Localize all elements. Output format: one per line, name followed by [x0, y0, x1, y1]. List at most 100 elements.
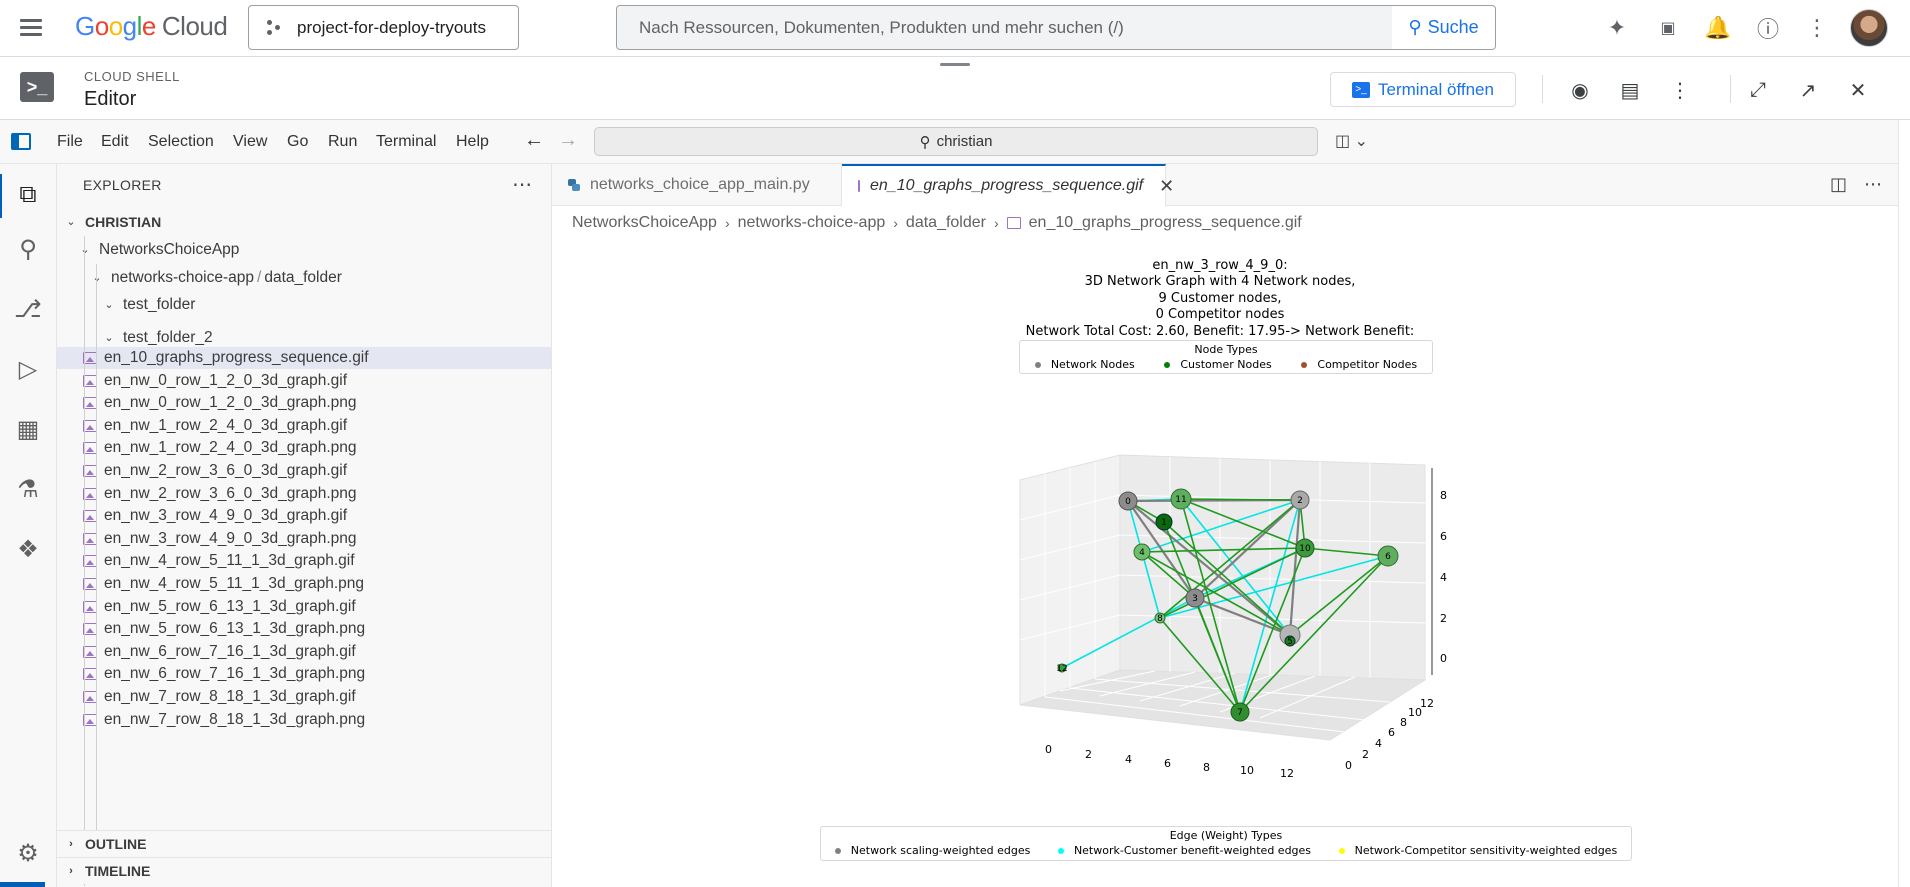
menu-help[interactable]: Help — [456, 133, 489, 150]
settings-gear-icon[interactable]: ⚙ — [17, 839, 39, 867]
node-label: 4 — [1139, 548, 1145, 558]
file-item[interactable]: en_nw_3_row_4_9_0_3d_graph.gif — [57, 505, 551, 527]
legend-title: Edge (Weight) Types — [1169, 829, 1283, 842]
file-item[interactable]: en_nw_2_row_3_6_0_3d_graph.png — [57, 483, 551, 505]
back-arrow-icon[interactable]: ← — [524, 129, 544, 151]
file-label: en_nw_4_row_5_11_1_3d_graph.png — [104, 575, 364, 592]
menu-file[interactable]: File — [57, 133, 83, 150]
copilot-menu-icon[interactable]: ◫ ⌄ — [1335, 133, 1368, 150]
testing-icon[interactable]: ⚗ — [17, 475, 39, 503]
legend-label: Competitor Nodes — [1317, 358, 1418, 371]
chevron-down-icon: ⌄ — [104, 299, 114, 311]
file-item[interactable]: en_nw_7_row_8_18_1_3d_graph.gif — [57, 686, 551, 708]
node-label: 0 — [1125, 497, 1131, 507]
forward-arrow-icon[interactable]: → — [558, 129, 578, 151]
run-debug-icon[interactable]: ▷ — [18, 355, 38, 383]
scrollbar[interactable] — [1898, 120, 1910, 887]
help-icon[interactable]: ⓘ — [1756, 17, 1779, 42]
open-terminal-button[interactable]: >_ Terminal öffnen — [1330, 72, 1516, 107]
chevron-right-icon: › — [69, 865, 73, 877]
layout-icon[interactable]: ▤ — [1620, 79, 1640, 102]
command-center-search[interactable]: ⚲ christian — [594, 127, 1318, 156]
more-options-icon[interactable]: ⋮ — [1670, 79, 1690, 102]
menu-view[interactable]: View — [233, 133, 268, 150]
file-item[interactable]: en_nw_7_row_8_18_1_3d_graph.png — [57, 709, 551, 731]
project-selector[interactable]: project-for-deploy-tryouts — [248, 5, 519, 50]
menu-edit[interactable]: Edit — [101, 133, 129, 150]
file-item[interactable]: en_nw_2_row_3_6_0_3d_graph.gif — [57, 460, 551, 482]
file-item[interactable]: en_nw_1_row_2_4_0_3d_graph.png — [57, 437, 551, 459]
search-button-label: Suche — [1427, 17, 1479, 37]
status-bar-remote-indicator[interactable] — [0, 882, 45, 887]
search-button[interactable]: ⚲ Suche — [1392, 5, 1496, 50]
open-new-window-icon[interactable]: ↗ — [1799, 79, 1817, 102]
legend-marker — [834, 847, 841, 854]
notifications-icon[interactable]: 🔔 — [1704, 15, 1732, 40]
avatar[interactable] — [1850, 9, 1888, 47]
extensions-icon[interactable]: ▦ — [16, 415, 40, 443]
file-item[interactable]: en_nw_6_row_7_16_1_3d_graph.gif — [57, 641, 551, 663]
node-label: 1 — [1161, 518, 1167, 528]
file-item[interactable]: en_10_graphs_progress_sequence.gif — [57, 347, 551, 369]
menu-run[interactable]: Run — [328, 133, 358, 150]
file-item[interactable]: en_nw_0_row_1_2_0_3d_graph.png — [57, 392, 551, 414]
file-item[interactable]: en_nw_4_row_5_11_1_3d_graph.png — [57, 573, 551, 595]
more-options-icon[interactable]: ⋮ — [1806, 15, 1828, 40]
active-indicator — [0, 174, 2, 218]
z-tick-label: 6 — [1440, 530, 1447, 543]
tree-folder-test-folder-2[interactable]: ⌄ test_folder_2 — [57, 324, 551, 351]
legend-item: Network-Competitor sensitivity-weighted … — [1338, 844, 1617, 857]
google-cloud-logo[interactable]: Google Cloud — [75, 11, 228, 41]
file-item[interactable]: en_nw_4_row_5_11_1_3d_graph.gif — [57, 550, 551, 572]
search-icon[interactable]: ⚲ — [19, 235, 37, 263]
web-preview-icon[interactable]: ◉ — [1571, 79, 1589, 102]
split-editor-icon[interactable]: ◫ — [1830, 174, 1848, 194]
node-legend: Node Types Network Nodes Customer Nodes … — [1019, 340, 1433, 374]
timeline-section[interactable]: › TIMELINE — [57, 857, 551, 884]
source-control-icon[interactable]: ⎇ — [14, 295, 42, 323]
close-icon[interactable]: ✕ — [1849, 79, 1867, 102]
resize-handle[interactable] — [940, 63, 970, 66]
gemini-icon[interactable]: ✦ — [1607, 15, 1627, 40]
minimize-icon[interactable]: ⤢ — [1750, 78, 1766, 101]
file-label: en_nw_5_row_6_13_1_3d_graph.png — [104, 620, 366, 638]
main-menu-icon[interactable] — [20, 15, 48, 43]
file-item[interactable]: en_nw_5_row_6_13_1_3d_graph.png — [57, 618, 551, 640]
cloud-code-icon[interactable]: ❖ — [17, 535, 39, 563]
tab-main-py[interactable]: networks_choice_app_main.py — [552, 164, 842, 206]
cloud-shell-icon[interactable]: ▣ — [1660, 20, 1676, 37]
breadcrumb-item[interactable]: networks-choice-app — [737, 214, 886, 231]
node-label: 10 — [1299, 544, 1311, 554]
editor-logo-icon — [11, 133, 31, 150]
z-tick-label: 4 — [1440, 571, 1447, 584]
outline-section[interactable]: › OUTLINE — [57, 830, 551, 857]
menu-go[interactable]: Go — [287, 133, 309, 150]
menu-selection[interactable]: Selection — [148, 133, 214, 150]
explorer-icon[interactable]: ⧉ — [19, 181, 37, 208]
tree-root[interactable]: ⌄ CHRISTIAN — [57, 208, 551, 235]
image-file-icon — [83, 645, 97, 658]
search-input[interactable]: Nach Ressourcen, Dokumenten, Produkten u… — [616, 5, 1396, 50]
more-actions-icon[interactable]: ⋯ — [512, 174, 532, 196]
tree-folder-test-folder[interactable]: ⌄ test_folder — [57, 291, 551, 318]
file-item[interactable]: en_nw_3_row_4_9_0_3d_graph.png — [57, 528, 551, 550]
breadcrumb-item[interactable]: en_10_graphs_progress_sequence.gif — [1028, 214, 1302, 231]
file-item[interactable]: en_nw_0_row_1_2_0_3d_graph.gif — [57, 370, 551, 392]
breadcrumb-item[interactable]: NetworksChoiceApp — [572, 214, 717, 231]
breadcrumb-item[interactable]: data_folder — [905, 214, 986, 231]
tree-folder-data-folder[interactable]: ⌄ networks-choice-app / data_folder — [57, 264, 551, 291]
file-item[interactable]: en_nw_1_row_2_4_0_3d_graph.gif — [57, 415, 551, 437]
image-file-icon — [83, 352, 97, 364]
file-item[interactable]: en_nw_5_row_6_13_1_3d_graph.gif — [57, 596, 551, 618]
tab-gif[interactable]: en_10_graphs_progress_sequence.gif ✕ — [842, 164, 1174, 206]
close-icon[interactable]: ✕ — [1159, 175, 1175, 196]
more-actions-icon[interactable]: ⋯ — [1864, 174, 1882, 194]
image-file-icon — [83, 397, 97, 410]
folder-label: test_folder_2 — [123, 328, 213, 346]
open-terminal-label: Terminal öffnen — [1378, 79, 1494, 99]
menu-terminal[interactable]: Terminal — [376, 133, 437, 150]
image-file-icon — [83, 419, 97, 432]
file-item[interactable]: en_nw_6_row_7_16_1_3d_graph.png — [57, 663, 551, 685]
outline-label: OUTLINE — [85, 836, 147, 852]
tree-folder-networkschoiceapp[interactable]: ⌄ NetworksChoiceApp — [57, 236, 551, 263]
